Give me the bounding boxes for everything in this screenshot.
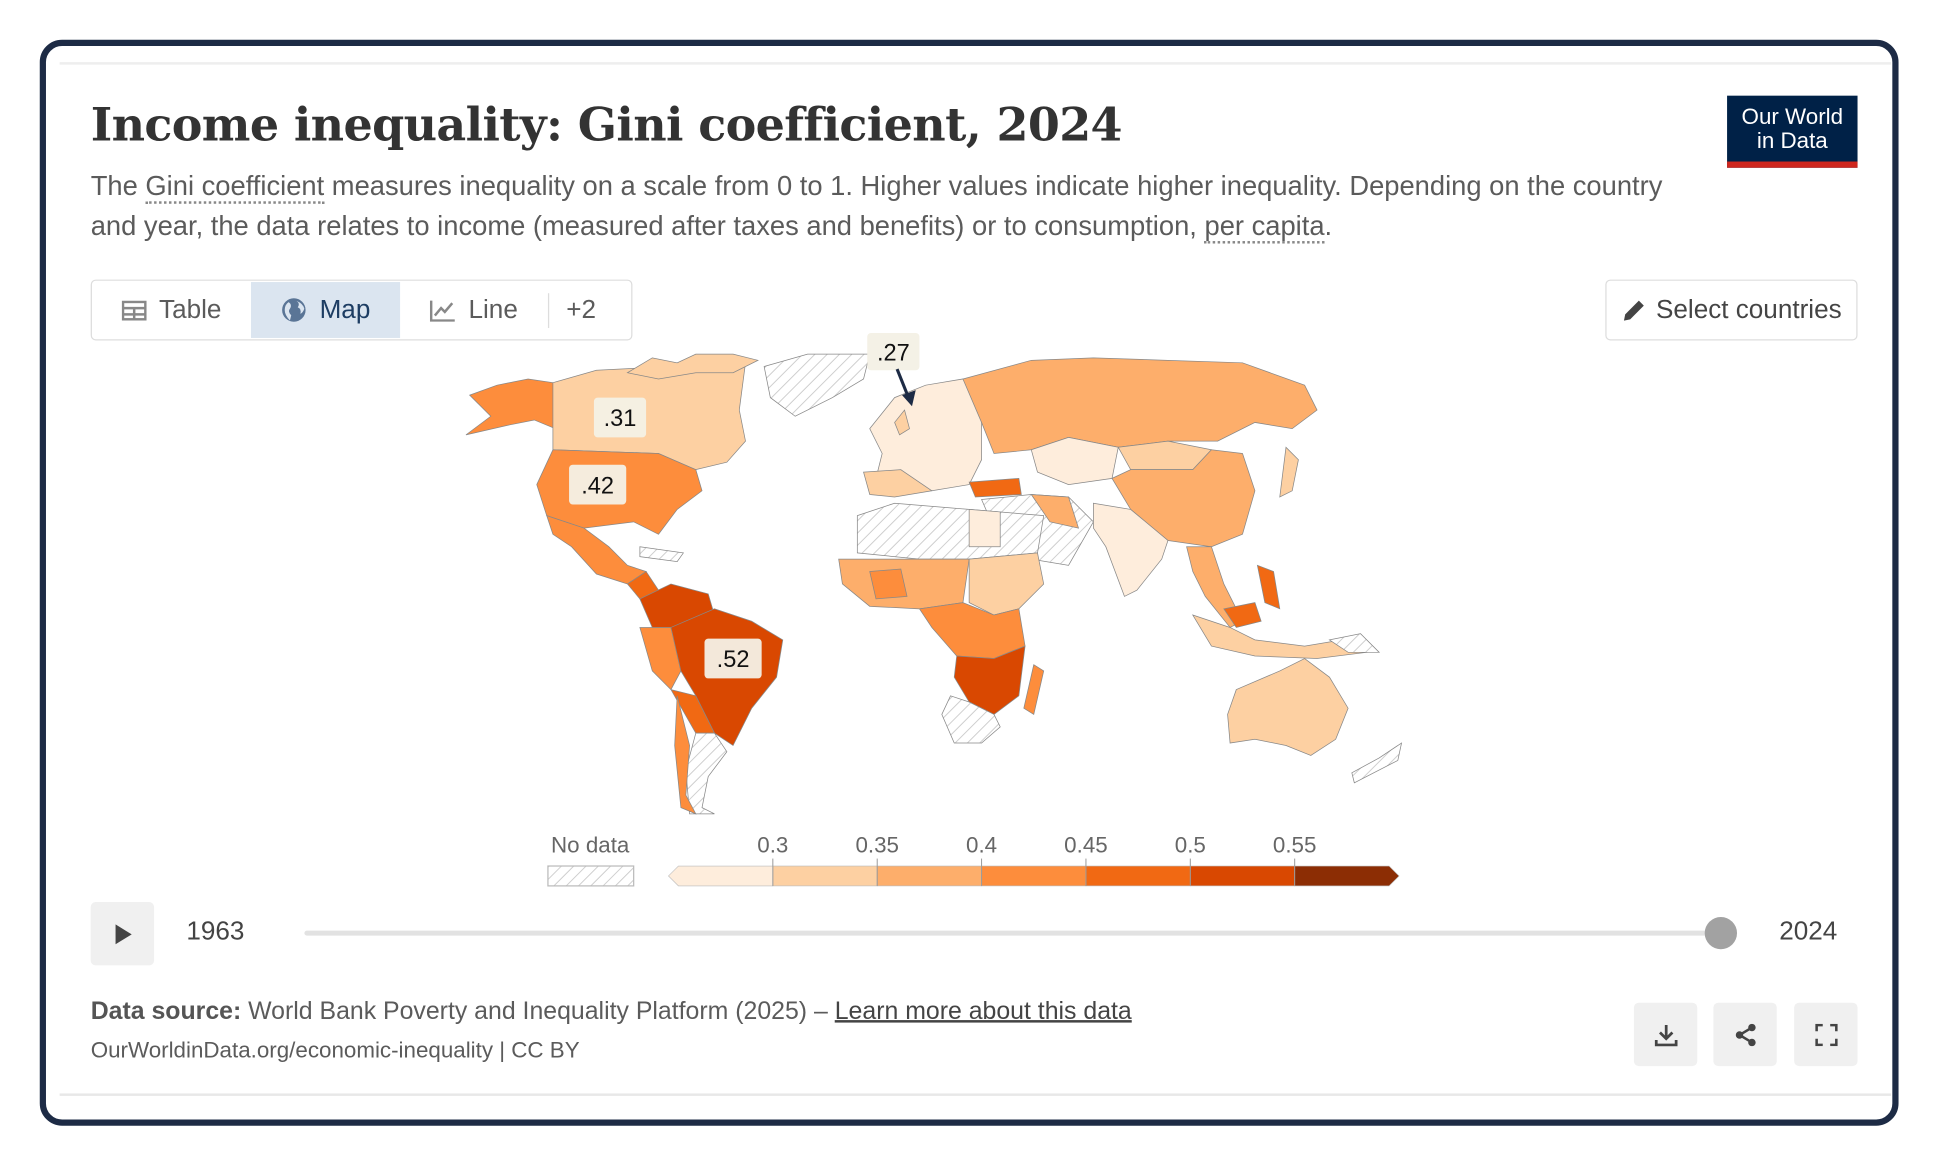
view-tabs: Table Map Line +2 [90,279,633,341]
region-west-africa-2[interactable] [869,568,908,600]
download-button[interactable] [1633,1002,1698,1067]
source-text: World Bank Poverty and Inequality Platfo… [241,997,835,1026]
subtitle-text: measures inequality on a scale from 0 to… [90,170,1663,242]
annotation-europe: .27 [867,332,920,407]
legend-tick-label: 0.45 [1064,832,1108,857]
tab-map[interactable]: Map [251,282,401,338]
tab-label: Table [159,295,222,324]
country-turkey[interactable] [968,477,1022,498]
region-southern-africa[interactable] [953,645,1026,715]
label-brazil: .52 [717,647,750,673]
legend-bin[interactable] [668,865,774,887]
fullscreen-icon [1814,1023,1838,1046]
country-madagascar[interactable] [1023,664,1045,716]
line-chart-icon [429,300,455,322]
source-url: OurWorldinData.org/economic-inequality |… [90,1037,580,1063]
fullscreen-button[interactable] [1794,1002,1858,1067]
tab-label: Map [319,295,371,324]
country-argentina[interactable] [685,732,728,815]
select-countries-button[interactable]: Select countries [1605,279,1858,341]
timeline-start-year: 1963 [186,916,245,946]
logo-line: in Data [1756,127,1828,153]
chart-title: Income inequality: Gini coefficient, 202… [90,96,1123,152]
legend-bin[interactable] [1294,865,1400,887]
country-australia[interactable] [1227,658,1349,756]
table-icon [121,300,147,320]
legend-tick-label: 0.3 [757,832,788,857]
country-indonesia[interactable] [1191,614,1369,659]
play-icon [114,923,132,944]
label-usa: .42 [581,473,614,499]
legend-bin[interactable] [876,865,982,887]
share-button[interactable] [1713,1002,1777,1067]
country-new-zealand[interactable] [1351,742,1403,784]
pencil-icon [1623,300,1644,320]
region-southern-europe[interactable] [863,469,933,498]
country-japan[interactable] [1279,446,1299,498]
country-philippines[interactable] [1256,564,1281,610]
subtitle-text: . [1324,209,1333,242]
window-frame [39,39,1899,1126]
map-legend: No data 0.3 0.35 0.4 0.45 0.5 0.55 [547,832,1400,887]
globe-icon [282,298,306,322]
tab-table[interactable]: Table [92,282,251,338]
legend-tick-label: 0.35 [855,832,899,857]
country-south-africa[interactable] [941,695,1001,744]
tab-label: Line [468,295,518,324]
country-chile[interactable] [674,695,697,815]
country-peru[interactable] [639,627,682,691]
legend-bin[interactable] [1190,865,1295,887]
play-button[interactable] [90,902,155,966]
country-russia[interactable] [962,357,1318,454]
timeline-end-year: 2024 [1779,916,1838,946]
country-png[interactable] [1328,633,1381,653]
country-egypt[interactable] [968,509,1001,548]
legend-tick-label: 0.5 [1175,832,1206,857]
data-source: Data source: World Bank Poverty and Ineq… [91,998,1132,1027]
legend-tick-label: 0.4 [966,832,997,857]
annotation-usa: .42 [569,464,627,505]
share-icon [1735,1023,1756,1046]
tab-line[interactable]: Line [400,282,547,338]
source-label: Data source: [90,997,242,1026]
region-caribbean[interactable] [639,546,685,563]
annotation-canada: .31 [593,397,647,438]
annotation-brazil: .52 [704,638,762,679]
subtitle-text: The [90,170,146,202]
timeline-handle[interactable] [1704,916,1738,950]
region-east-africa[interactable] [968,552,1045,616]
country-iran[interactable] [1030,494,1080,529]
region-arctic-islands[interactable] [626,353,759,380]
learn-more-link[interactable]: Learn more about this data [834,997,1132,1026]
download-icon [1654,1024,1677,1046]
legend-bin[interactable] [772,865,878,887]
label-canada: .31 [604,406,637,432]
gini-coefficient-link[interactable]: Gini coefficient [145,170,325,204]
logo-line: Our World [1741,104,1844,130]
select-countries-label: Select countries [1655,295,1842,324]
country-greenland[interactable] [763,353,871,417]
per-capita-link[interactable]: per capita [1204,209,1325,244]
chart-subtitle: The Gini coefficient measures inequality… [91,166,1669,246]
region-central-africa[interactable] [918,602,1026,659]
owid-logo[interactable]: Our World in Data [1727,95,1858,168]
country-uk[interactable] [894,409,910,436]
country-india[interactable] [1093,502,1169,597]
more-tabs-button[interactable]: +2 [547,292,614,328]
legend-bin[interactable] [981,865,1087,887]
legend-tick-label: 0.55 [1273,832,1317,857]
legend-no-data-swatch[interactable] [547,865,635,887]
legend-no-data-label: No data [551,832,630,857]
country-alaska[interactable] [465,378,556,436]
timeline-slider[interactable] [304,930,1721,936]
legend-bin[interactable] [1085,865,1191,887]
country-malaysia[interactable] [1223,602,1262,628]
label-europe: .27 [877,340,910,366]
